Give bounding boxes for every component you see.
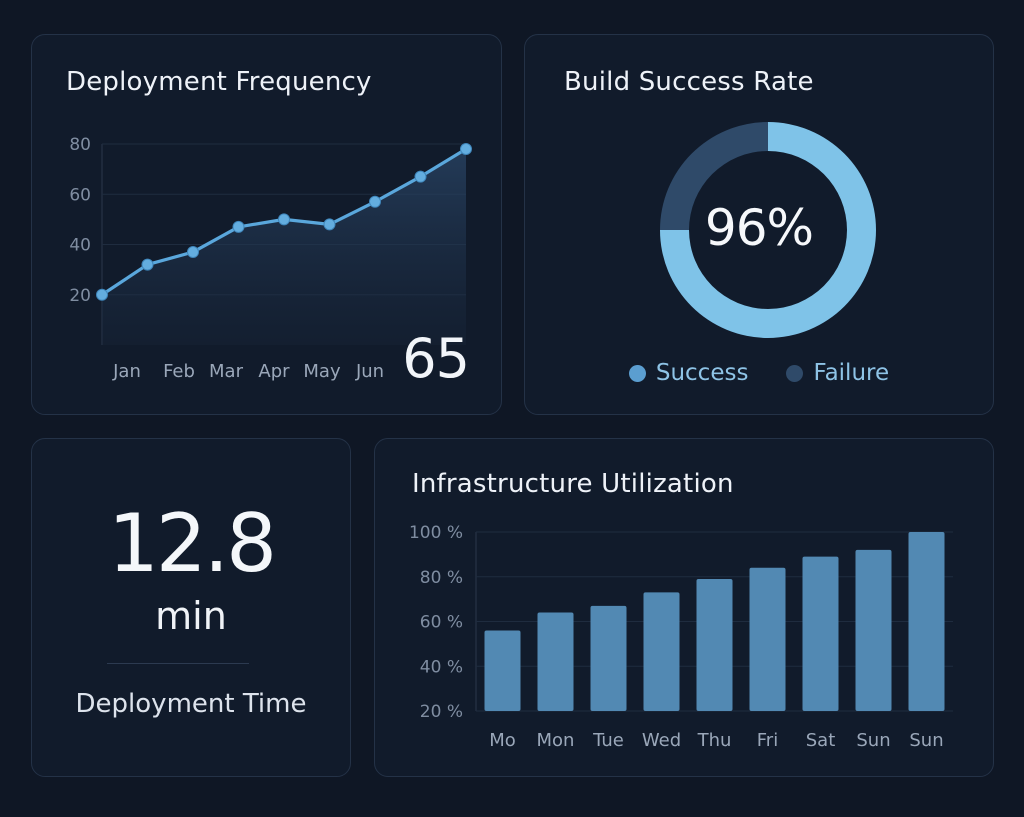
- bar: [643, 592, 680, 711]
- x-tick-label: Mo: [489, 730, 516, 751]
- data-point: [141, 258, 154, 271]
- data-point: [369, 195, 381, 208]
- bar: [908, 532, 945, 711]
- infrastructure-card: Infrastructure Utilization 20 % 40 % 60 % 8…: [374, 438, 994, 777]
- bar: [696, 578, 733, 711]
- infrastructure-bar-chart: 20 % 40 % 60 % 80 % 100 % Mo Mon Tue Wed Thu Fri Sa…: [409, 523, 953, 751]
- x-tick-label: Mar: [209, 361, 244, 382]
- x-tick-label: Jun: [355, 361, 384, 382]
- donut-slice-failure: [660, 122, 768, 230]
- legend-label-success: Success: [655, 360, 749, 386]
- y-tick-label: 60 %: [420, 613, 463, 633]
- build-success-card: Build Success Rate 96% Success Failure: [524, 34, 994, 415]
- bar: [855, 549, 892, 711]
- x-tick-label: Thu: [697, 730, 732, 751]
- x-tick-label: Sun: [856, 730, 890, 751]
- build-success-donut: [660, 122, 876, 338]
- x-tick-label: Jan: [112, 361, 141, 382]
- x-tick-label: Apr: [258, 361, 290, 382]
- x-tick-label: Fri: [757, 730, 778, 751]
- data-point: [187, 246, 199, 259]
- bar: [802, 556, 839, 711]
- deployment-time-card: 12.8 min Deployment Time: [31, 438, 351, 777]
- data-point: [323, 218, 336, 231]
- divider: [107, 663, 249, 664]
- x-tick-label: Tue: [592, 730, 624, 751]
- deployment-frequency-title: Deployment Frequency: [66, 67, 372, 97]
- legend-dot-success: [628, 364, 646, 382]
- deployment-time-label: Deployment Time: [75, 689, 307, 719]
- data-point: [414, 170, 427, 183]
- y-tick-label: 40 %: [420, 657, 463, 677]
- legend-item-success: Success: [628, 360, 749, 386]
- legend-item-failure: Failure: [786, 360, 889, 386]
- legend-label-failure: Failure: [813, 360, 890, 386]
- bar: [749, 567, 786, 711]
- deployment-frequency-value: 65: [402, 327, 470, 390]
- deployment-time-value: 12.8: [107, 497, 277, 590]
- y-tick-label: 20: [69, 286, 91, 306]
- x-tick-label: Sat: [806, 730, 836, 751]
- infrastructure-title: Infrastructure Utilization: [412, 469, 734, 499]
- build-success-legend: Success Failure: [525, 360, 993, 386]
- deployment-frequency-card: Deployment Frequency 20 40 60 80 Jan Feb Mar Ap…: [31, 34, 502, 415]
- x-tick-label: Feb: [163, 361, 195, 382]
- area-fill: [102, 149, 466, 345]
- y-tick-label: 20 %: [420, 702, 463, 722]
- deployment-time-unit: min: [155, 594, 227, 638]
- y-tick-label: 60: [69, 185, 91, 205]
- y-tick-label: 100 %: [409, 523, 463, 543]
- x-tick-label: Sun: [909, 730, 943, 751]
- build-success-title: Build Success Rate: [564, 67, 814, 97]
- data-point: [232, 220, 245, 233]
- y-tick-label: 80: [69, 135, 91, 155]
- bar: [537, 612, 574, 711]
- x-tick-label: Wed: [642, 730, 681, 751]
- bar: [590, 605, 627, 711]
- bar: [484, 630, 521, 711]
- data-point: [460, 143, 472, 156]
- y-tick-label: 40: [69, 236, 91, 256]
- y-tick-label: 80 %: [420, 568, 463, 588]
- x-tick-label: May: [303, 361, 341, 382]
- data-point: [96, 288, 108, 301]
- legend-dot-failure: [786, 364, 804, 382]
- build-success-percent: 96%: [704, 199, 814, 257]
- x-tick-label: Mon: [537, 730, 575, 751]
- deployment-frequency-chart: 20 40 60 80 Jan Feb Mar Apr May Jun: [69, 135, 472, 382]
- data-point: [278, 213, 290, 226]
